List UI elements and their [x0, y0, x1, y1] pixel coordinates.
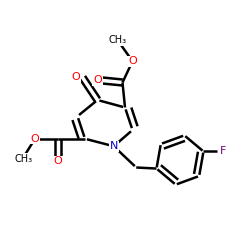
Text: N: N [110, 141, 118, 151]
Text: O: O [53, 156, 62, 166]
Text: F: F [220, 146, 226, 156]
Text: O: O [93, 75, 102, 85]
Text: CH₃: CH₃ [15, 154, 33, 164]
Text: O: O [128, 56, 137, 66]
Text: O: O [30, 134, 40, 144]
Text: CH₃: CH₃ [108, 35, 126, 45]
Text: O: O [72, 72, 80, 83]
